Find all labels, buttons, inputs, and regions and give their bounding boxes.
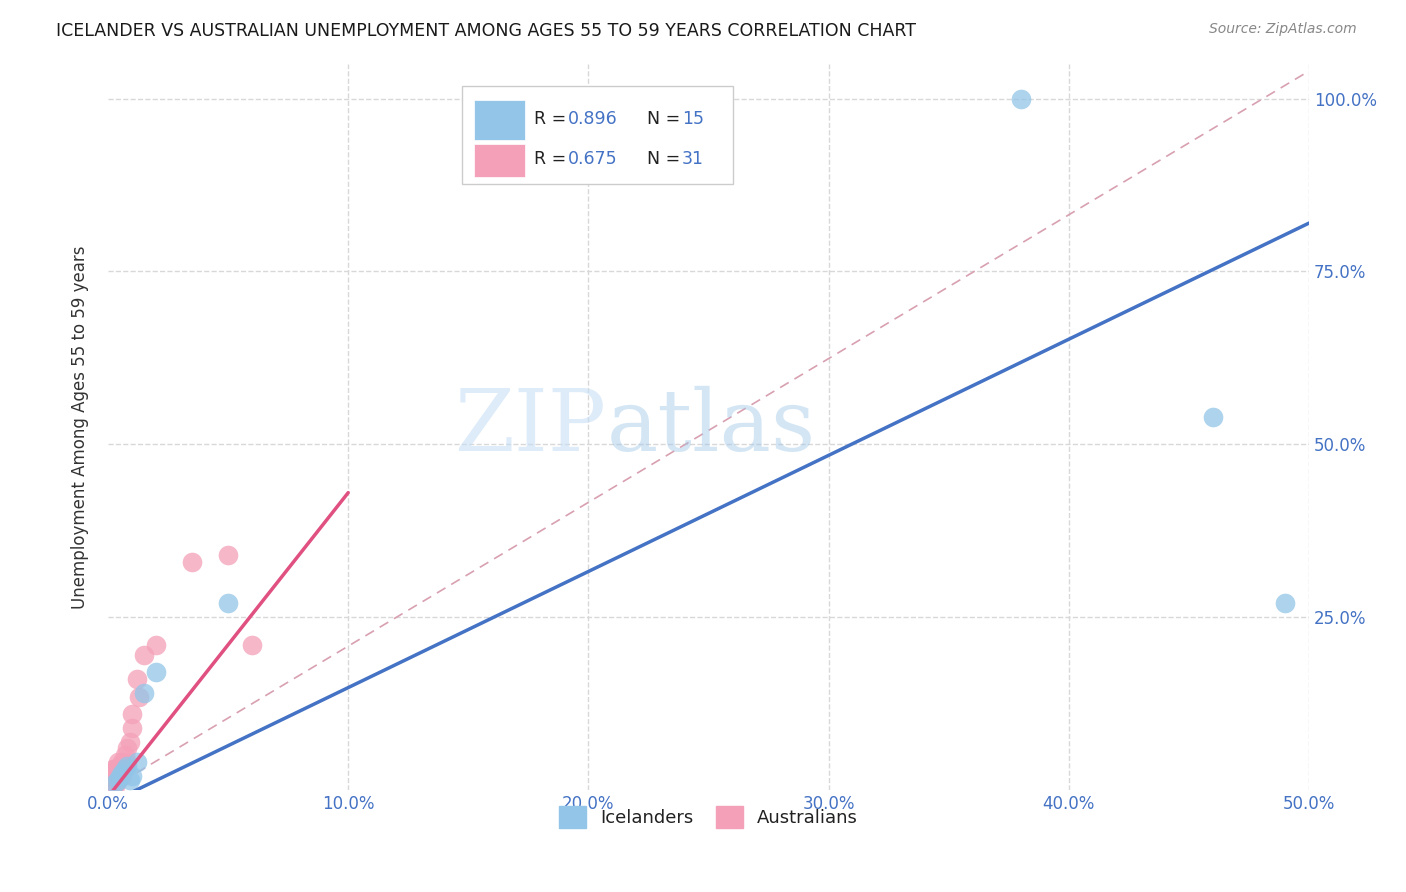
Point	[128, 690, 150, 704]
FancyBboxPatch shape	[474, 101, 524, 140]
Text: 0.896: 0.896	[568, 111, 617, 128]
Point	[121, 706, 143, 721]
Point	[104, 776, 127, 790]
Point	[101, 765, 124, 780]
Point	[107, 765, 129, 780]
Text: N =: N =	[637, 150, 686, 169]
Point	[1202, 409, 1225, 424]
Point	[101, 772, 124, 787]
Text: ICELANDER VS AUSTRALIAN UNEMPLOYMENT AMONG AGES 55 TO 59 YEARS CORRELATION CHART: ICELANDER VS AUSTRALIAN UNEMPLOYMENT AMO…	[56, 22, 917, 40]
Text: 0.675: 0.675	[568, 150, 617, 169]
Point	[118, 734, 141, 748]
Point	[181, 555, 204, 569]
Point	[217, 596, 239, 610]
Point	[104, 776, 127, 790]
Point	[107, 772, 129, 787]
Point	[108, 765, 131, 780]
Point	[115, 756, 138, 770]
Point	[100, 765, 122, 780]
Point	[107, 769, 129, 783]
Text: Source: ZipAtlas.com: Source: ZipAtlas.com	[1209, 22, 1357, 37]
Point	[104, 762, 127, 776]
Y-axis label: Unemployment Among Ages 55 to 59 years: Unemployment Among Ages 55 to 59 years	[72, 245, 89, 608]
Point	[1010, 92, 1032, 106]
Point	[108, 758, 131, 772]
Point	[107, 772, 129, 787]
Point	[125, 756, 148, 770]
Point	[107, 756, 129, 770]
Text: R =: R =	[534, 111, 572, 128]
Point	[115, 741, 138, 756]
Point	[240, 638, 263, 652]
Legend: Icelanders, Australians: Icelanders, Australians	[553, 799, 865, 835]
Text: 31: 31	[682, 150, 704, 169]
Point	[111, 765, 134, 780]
Point	[1274, 596, 1296, 610]
Point	[118, 772, 141, 787]
Point	[111, 769, 134, 783]
Point	[114, 758, 136, 772]
Point	[100, 769, 122, 783]
Point	[132, 648, 155, 662]
Point	[114, 748, 136, 763]
Point	[145, 638, 167, 652]
Point	[121, 769, 143, 783]
Point	[104, 769, 127, 783]
Point	[125, 673, 148, 687]
Point	[114, 762, 136, 776]
Point	[111, 756, 134, 770]
Point	[121, 721, 143, 735]
Point	[217, 548, 239, 562]
Point	[104, 780, 127, 794]
Point	[115, 758, 138, 772]
Point	[108, 769, 131, 783]
Text: atlas: atlas	[606, 385, 815, 468]
Text: N =: N =	[637, 111, 686, 128]
FancyBboxPatch shape	[474, 144, 524, 177]
Point	[145, 665, 167, 680]
Text: R =: R =	[534, 150, 572, 169]
Point	[101, 762, 124, 776]
Text: 15: 15	[682, 111, 704, 128]
Text: ZIP: ZIP	[454, 385, 606, 468]
FancyBboxPatch shape	[463, 86, 733, 184]
Point	[132, 686, 155, 700]
